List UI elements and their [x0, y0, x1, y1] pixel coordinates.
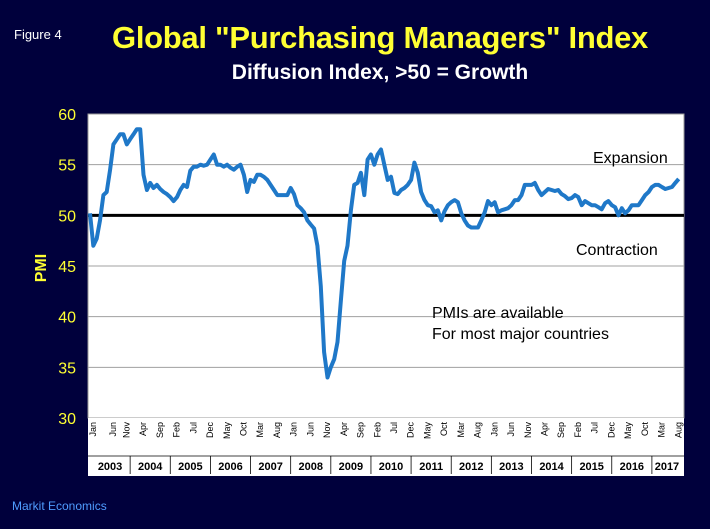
year-label: 2017 [655, 461, 679, 473]
pmi-series-line [88, 127, 681, 380]
x-tick-label: Jun [506, 422, 516, 437]
x-tick-label: Aug [673, 422, 683, 438]
x-tick-label: Jul [590, 422, 600, 434]
x-tick-label: Feb [172, 422, 182, 438]
x-tick-label: Dec [406, 422, 416, 439]
x-tick-label: Apr [339, 422, 349, 436]
x-tick-label: Apr [138, 422, 148, 436]
x-tick-label: Dec [606, 422, 616, 439]
x-tick-label: Mar [657, 422, 667, 438]
x-tick-label: Dec [205, 422, 215, 439]
x-tick-label: Jun [108, 422, 118, 437]
x-tick-label: Jan [489, 422, 499, 437]
year-label: 2011 [419, 461, 443, 473]
year-label: 2014 [539, 461, 564, 473]
x-tick-label: Sep [356, 422, 366, 438]
x-axis-month-ticks: Jan Jun Nov Apr Sep Feb Jul Dec May Oct Mar Aug Jan J… [88, 422, 683, 440]
x-tick-label: Jan [289, 422, 299, 437]
year-label: 2016 [620, 461, 644, 473]
year-label: 2013 [499, 461, 523, 473]
x-tick-label: Jul [389, 422, 399, 434]
year-label: 2005 [178, 461, 202, 473]
x-tick-label: Jan [88, 422, 98, 437]
chart-title: Global "Purchasing Managers" Index [112, 20, 648, 55]
y-tick-label: 60 [58, 107, 76, 124]
x-tick-label: Aug [272, 422, 282, 438]
x-tick-label: Apr [540, 422, 550, 436]
year-label: 2007 [258, 461, 282, 473]
year-label: 2003 [98, 461, 122, 473]
y-axis-label: PMI [33, 254, 50, 282]
x-axis-year-labels: 2003 2004 2005 2006 2007 2008 2009 2010 2011 2012… [88, 455, 684, 474]
x-tick-label: Oct [439, 422, 449, 437]
contraction-label: Contraction [576, 242, 658, 259]
x-tick-label: Nov [121, 422, 131, 439]
x-tick-label: May [422, 422, 432, 440]
chart-subtitle: Diffusion Index, >50 = Growth [231, 61, 529, 84]
year-label: 2004 [138, 461, 163, 473]
x-axis-band [88, 418, 684, 476]
year-label: 2012 [459, 461, 483, 473]
year-label: 2009 [339, 461, 363, 473]
expansion-label: Expansion [593, 150, 668, 167]
y-tick-label: 50 [58, 208, 76, 225]
x-tick-label: Sep [155, 422, 165, 438]
year-label: 2010 [379, 461, 403, 473]
x-tick-label: Nov [322, 422, 332, 439]
figure-label: Figure 4 [14, 27, 62, 42]
x-tick-label: Mar [456, 422, 466, 438]
y-tick-label: 30 [58, 411, 76, 428]
year-label: 2015 [579, 461, 603, 473]
y-tick-label: 55 [58, 158, 76, 175]
year-label: 2008 [299, 461, 323, 473]
x-tick-label: Mar [255, 422, 265, 438]
x-tick-label: Jun [305, 422, 315, 437]
x-tick-label: Oct [640, 422, 650, 437]
x-tick-label: May [222, 422, 232, 440]
source-credit: Markit Economics [12, 499, 107, 513]
pmi-note-line-2: For most major countries [432, 326, 609, 343]
x-tick-label: Nov [523, 422, 533, 439]
x-tick-label: Feb [372, 422, 382, 438]
pmi-note-line-1: PMIs are available [432, 305, 564, 322]
y-tick-label: 40 [58, 310, 76, 327]
x-tick-label: Jul [188, 422, 198, 434]
year-label: 2006 [218, 461, 242, 473]
y-tick-label: 35 [58, 360, 76, 377]
x-tick-label: Feb [573, 422, 583, 438]
x-tick-label: May [623, 422, 633, 440]
x-tick-label: Oct [239, 422, 249, 437]
y-tick-label: 45 [58, 259, 76, 276]
x-tick-label: Aug [473, 422, 483, 438]
x-tick-label: Sep [556, 422, 566, 438]
y-axis-ticks: 30 35 40 45 50 55 60 [58, 107, 76, 428]
